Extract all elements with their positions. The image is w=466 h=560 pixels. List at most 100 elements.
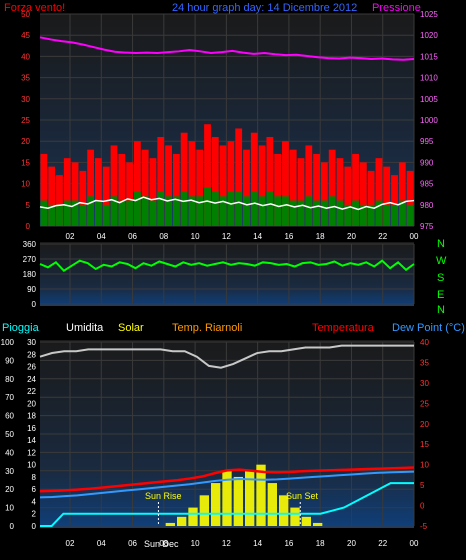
wind-gust-bar <box>352 153 359 226</box>
wind-x-tick: 12 <box>222 232 231 241</box>
wind-avg-bar <box>391 204 398 226</box>
wind-avg-bar <box>157 192 165 226</box>
wind-y-tick: 30 <box>21 95 30 104</box>
wind-gust-bar <box>40 153 48 226</box>
wind-avg-bar <box>134 192 141 226</box>
wind-x-tick: 02 <box>66 232 75 241</box>
thermo-mid-tick: 26 <box>27 363 36 372</box>
wind-gust-bar <box>344 166 352 226</box>
thermo-left-tick: 50 <box>5 430 14 439</box>
wind-y-tick: 15 <box>21 158 30 167</box>
wind-avg-bar <box>87 196 95 226</box>
thermo-left-tick: 20 <box>5 485 14 494</box>
wind-avg-bar <box>243 196 250 226</box>
indoor-temp-label: Temp. Riarnoli <box>172 322 242 334</box>
wind-gust-bar <box>48 166 56 226</box>
direction-y-tick: 180 <box>23 270 37 279</box>
temperature-label: Temperatura <box>312 322 375 334</box>
wind-avg-bar <box>321 200 328 226</box>
pressure-y-tick: 995 <box>420 137 434 146</box>
wind-gust-bar <box>274 153 282 226</box>
wind-x-tick: 06 <box>128 232 137 241</box>
wind-gust-bar <box>328 149 336 226</box>
wind-avg-bar <box>250 192 258 226</box>
wind-avg-bar <box>40 200 48 226</box>
wind-avg-bar <box>211 192 219 226</box>
wind-gust-bar <box>134 141 141 226</box>
solar-bar <box>233 476 243 526</box>
solar-bar <box>245 470 255 526</box>
thermo-x-tick: 12 <box>222 539 231 548</box>
compass-n-top: N <box>437 238 445 250</box>
wind-avg-bar <box>219 196 227 226</box>
wind-avg-bar <box>367 204 375 226</box>
wind-y-tick: 0 <box>26 222 31 231</box>
wind-avg-bar <box>398 200 406 226</box>
thermo-mid-tick: 14 <box>27 436 36 445</box>
pressure-y-tick: 1025 <box>420 10 438 19</box>
wind-gust-bar <box>63 158 71 226</box>
solar-bar <box>279 495 289 526</box>
tick-labels: 0510152025303540455097598098599099510001… <box>1 10 439 548</box>
solar-bar <box>267 483 277 526</box>
wind-avg-bar <box>274 196 282 226</box>
wind-gust-bar <box>266 136 274 226</box>
wind-avg-bar <box>149 200 157 226</box>
wind-gust-bar <box>87 149 95 226</box>
direction-y-tick: 90 <box>27 285 36 294</box>
wind-gust-bar <box>110 145 118 226</box>
pressure-title: Pressione <box>372 2 421 14</box>
wind-avg-bar <box>204 187 211 226</box>
wind-x-tick: 08 <box>159 232 168 241</box>
wind-gust-bar <box>375 158 383 226</box>
wind-gust-bar <box>398 162 406 226</box>
wind-avg-bar <box>110 196 118 226</box>
thermo-mid-tick: 10 <box>27 461 36 470</box>
compass-n-bottom: N <box>437 304 445 316</box>
wind-gust-bar <box>305 145 313 226</box>
thermo-x-tick: 10 <box>191 539 200 548</box>
thermo-mid-tick: 0 <box>32 522 37 531</box>
wind-gust-bar <box>336 158 344 226</box>
wind-y-tick: 5 <box>26 201 31 210</box>
chart-title: 24 hour graph day: 14 Dicembre 2012 <box>172 2 357 14</box>
rain-line <box>40 482 414 527</box>
thermo-x-tick: 06 <box>128 539 137 548</box>
wind-x-tick: 14 <box>253 232 262 241</box>
wind-avg-bar <box>102 204 110 226</box>
thermo-left-tick: 60 <box>5 412 14 421</box>
thermo-x-tick: 08 <box>159 539 168 548</box>
solar-bar <box>211 483 221 526</box>
solar-bar <box>199 495 209 526</box>
solar-bar <box>165 522 175 526</box>
wind-avg-bar <box>79 204 87 226</box>
wind-gust-bar <box>196 149 204 226</box>
wind-gust-bar <box>79 170 87 226</box>
direction-line <box>39 259 415 272</box>
thermo-right-tick: 35 <box>420 358 429 367</box>
thermo-mid-tick: 18 <box>27 412 36 421</box>
dew-point-label: Dew Point (°C) <box>392 322 465 334</box>
thermo-mid-tick: 4 <box>32 497 37 506</box>
thermo-x-tick: 14 <box>253 539 262 548</box>
thermo-left-tick: 70 <box>5 393 14 402</box>
compass-w: W <box>436 255 447 267</box>
thermo-x-tick: 22 <box>378 539 387 548</box>
wind-avg-bar <box>188 196 196 226</box>
wind-avg-bar <box>235 192 243 226</box>
pressure-y-tick: 1015 <box>420 52 438 61</box>
direction-y-tick: 270 <box>23 255 37 264</box>
wind-y-tick: 50 <box>21 10 30 19</box>
wind-avg-bar <box>196 196 204 226</box>
thermo-mid-tick: 12 <box>27 448 36 457</box>
wind-y-tick: 40 <box>21 52 30 61</box>
rain-label: Pioggia <box>2 322 40 334</box>
wind-gust-bar <box>172 153 180 226</box>
thermo-x-tick: 04 <box>97 539 106 548</box>
thermo-right-tick: 40 <box>420 338 429 347</box>
humidity-label: Umidita <box>66 322 104 334</box>
direction-y-tick: 0 <box>32 300 37 309</box>
wind-avg-bar <box>282 196 289 226</box>
wind-avg-bar <box>126 200 133 226</box>
